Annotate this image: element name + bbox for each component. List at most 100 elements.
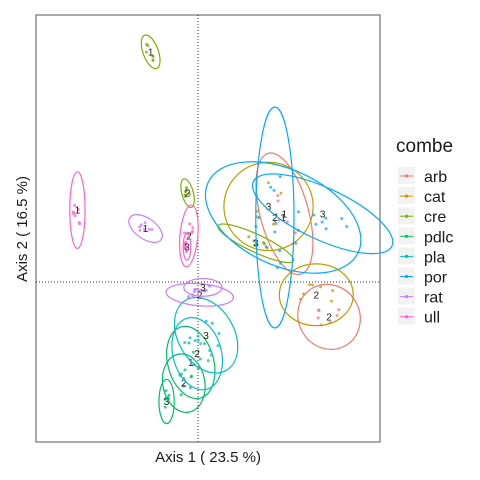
point-pdlc-3 <box>167 393 171 397</box>
point-cre-2 <box>185 186 189 190</box>
point-pla-2 <box>199 342 203 346</box>
point-cre-2 <box>187 192 191 196</box>
point-rat-1 <box>138 225 142 229</box>
plot-panel <box>35 14 381 443</box>
point-arb-1 <box>276 194 280 198</box>
ellipse-rat-3 <box>183 277 223 297</box>
group-pla-3: 3 <box>173 296 239 374</box>
point-rat-3 <box>195 287 199 291</box>
point-pdlc-3 <box>163 397 167 401</box>
point-por-3 <box>340 217 344 221</box>
point-arb-2 <box>337 308 341 312</box>
point-rat-1 <box>147 228 151 232</box>
group-label: 2 <box>194 349 200 360</box>
point-pla-2 <box>183 340 187 344</box>
group-cre-1: 1 <box>140 34 161 70</box>
point-pdlc-3 <box>163 405 167 409</box>
legend-title: combe <box>396 136 453 157</box>
ellipse-rat-2 <box>165 282 234 307</box>
group-rat-1: 1 <box>128 214 163 243</box>
legend-item-cre: cre <box>398 207 446 226</box>
point-cat-2 <box>308 283 312 287</box>
legend-key-dot <box>404 234 409 238</box>
point-por-3 <box>312 213 316 217</box>
point-por-2 <box>278 261 282 265</box>
point-ull-3 <box>184 250 188 254</box>
point-cre-3 <box>252 239 256 243</box>
group-ull-3: 3 <box>182 233 192 261</box>
legend: arb cat cre pdlc pla por rat ull <box>398 167 453 327</box>
point-cat-3 <box>266 181 270 185</box>
point-ull-3 <box>183 242 187 246</box>
point-cat-2 <box>298 297 302 301</box>
point-cre-1 <box>144 50 148 54</box>
point-pla-3 <box>217 332 221 336</box>
point-rat-1 <box>138 228 142 232</box>
point-cat-2 <box>311 283 315 287</box>
point-ull-1 <box>76 207 80 211</box>
point-arb-2 <box>317 308 321 312</box>
legend-key-dot <box>404 214 409 218</box>
point-cre-1 <box>146 44 150 48</box>
point-cat-3 <box>272 222 276 226</box>
point-rat-1 <box>150 228 154 232</box>
group-label: 2 <box>185 189 191 200</box>
point-por-1 <box>273 230 277 234</box>
point-pla-2 <box>206 359 210 363</box>
point-rat-1 <box>142 227 146 231</box>
point-arb-2 <box>335 314 339 318</box>
point-cre-2 <box>184 194 188 198</box>
point-cat-3 <box>255 209 259 213</box>
point-pla-3 <box>210 321 214 325</box>
ellipse-pdlc-3 <box>158 378 175 425</box>
legend-item-ull: ull <box>398 307 440 327</box>
point-cre-1 <box>151 55 155 59</box>
ellipse-arb-2 <box>297 283 361 350</box>
point-rat-1 <box>139 223 143 227</box>
point-rat-3 <box>207 284 211 288</box>
point-pdlc-3 <box>164 389 168 393</box>
point-por-2 <box>264 245 268 249</box>
group-rat-3: 3 <box>183 277 223 297</box>
group-label: 3 <box>203 331 209 342</box>
group-label: 3 <box>184 242 190 253</box>
point-cat-2 <box>331 289 335 293</box>
group-label: 3 <box>266 202 272 213</box>
legend-key-dot <box>404 315 409 319</box>
point-arb-1 <box>293 231 297 235</box>
ellipse-cat-3 <box>223 161 314 252</box>
legend-key-dot <box>404 174 409 178</box>
ellipse-cre-2 <box>180 178 195 209</box>
point-pdlc-1 <box>183 368 187 372</box>
point-pdlc-2 <box>182 384 186 388</box>
group-label: 1 <box>75 206 81 217</box>
point-arb-1 <box>276 199 280 203</box>
point-ull-1 <box>73 214 77 218</box>
point-pdlc-2 <box>188 386 192 390</box>
point-ull-2 <box>191 226 195 230</box>
point-pdlc-1 <box>187 341 191 345</box>
legend-item-cat: cat <box>398 187 446 206</box>
legend-item-arb: arb <box>398 167 447 186</box>
group-por-2: 2 <box>255 106 295 329</box>
point-ull-2 <box>188 222 192 226</box>
group-arb-2: 2 <box>297 283 361 350</box>
point-por-3 <box>314 222 318 226</box>
legend-label: por <box>424 270 448 287</box>
point-pla-3 <box>196 338 200 342</box>
ellipse-ull-3 <box>182 233 192 261</box>
group-pla-2: 2 <box>171 316 224 391</box>
group-label: 1 <box>280 213 286 224</box>
point-pla-3 <box>210 353 214 357</box>
point-por-2 <box>269 185 273 189</box>
group-por-3: 3 <box>251 173 394 255</box>
point-ull-1 <box>73 203 77 207</box>
point-pla-2 <box>203 342 207 346</box>
point-por-3 <box>345 225 349 229</box>
point-por-1 <box>257 216 261 220</box>
group-label: 1 <box>148 47 154 58</box>
point-por-1 <box>320 220 324 224</box>
point-arb-2 <box>316 316 320 320</box>
point-pla-2 <box>208 349 212 353</box>
